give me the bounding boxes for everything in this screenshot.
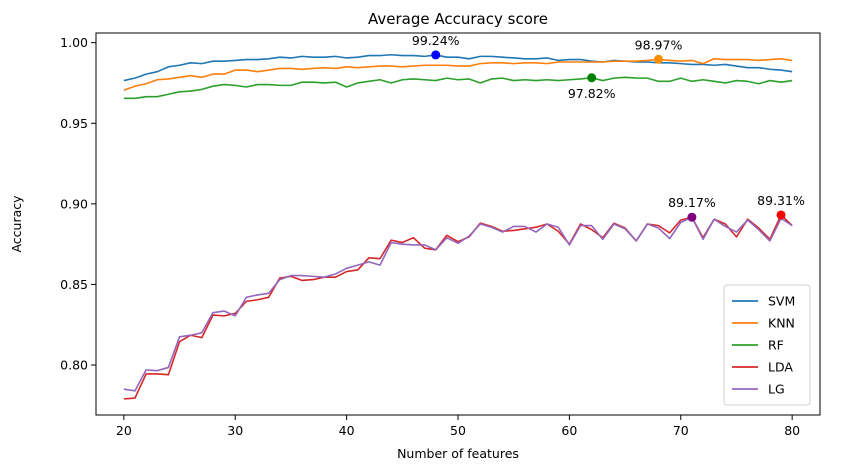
- max-marker-svm: [431, 50, 441, 60]
- y-tick-label: 0.95: [60, 116, 88, 131]
- x-tick-label: 50: [450, 423, 466, 438]
- x-axis: 20 30 40 50 60 70 80: [116, 415, 800, 438]
- max-label-rf: 97.82%: [568, 86, 616, 101]
- y-tick-label: 0.85: [60, 277, 88, 292]
- y-axis-title: Accuracy: [9, 195, 24, 253]
- legend: SVM KNN RF LDA LG: [723, 284, 811, 406]
- max-marker-knn: [653, 54, 663, 64]
- x-tick-label: 80: [784, 423, 800, 438]
- x-tick-label: 60: [561, 423, 577, 438]
- max-marker-lda: [776, 210, 786, 220]
- y-tick-label: 1.00: [60, 35, 88, 50]
- max-label-knn: 98.97%: [635, 37, 683, 52]
- x-axis-title: Number of features: [397, 446, 519, 461]
- legend-box: [723, 284, 811, 406]
- legend-label-svm: SVM: [768, 294, 795, 309]
- x-tick-label: 20: [116, 423, 132, 438]
- y-axis: 0.80 0.85 0.90 0.95 1.00: [60, 35, 96, 373]
- max-label-lda: 89.31%: [757, 193, 805, 208]
- max-label-lg: 89.17%: [668, 195, 716, 210]
- legend-label-lda: LDA: [768, 360, 793, 375]
- legend-label-lg: LG: [768, 382, 785, 397]
- x-tick-label: 40: [339, 423, 355, 438]
- chart-title: Average Accuracy score: [368, 10, 548, 28]
- series-line-knn: [123, 57, 793, 91]
- annotations: 99.24% 98.97% 97.82% 89.31% 89.17%: [412, 33, 805, 222]
- series-line-lda: [123, 214, 793, 400]
- series-line-lg: [123, 216, 793, 392]
- max-label-svm: 99.24%: [412, 33, 460, 48]
- x-tick-label: 30: [227, 423, 243, 438]
- x-tick-label: 70: [673, 423, 689, 438]
- series-line-rf: [123, 76, 793, 100]
- legend-label-knn: KNN: [768, 316, 795, 331]
- y-tick-label: 0.80: [60, 358, 88, 373]
- legend-label-rf: RF: [768, 338, 784, 353]
- max-marker-lg: [687, 212, 697, 222]
- series-line-svm: [123, 53, 793, 82]
- y-tick-label: 0.90: [60, 196, 88, 211]
- plot-area: [123, 53, 793, 400]
- max-marker-rf: [587, 73, 597, 83]
